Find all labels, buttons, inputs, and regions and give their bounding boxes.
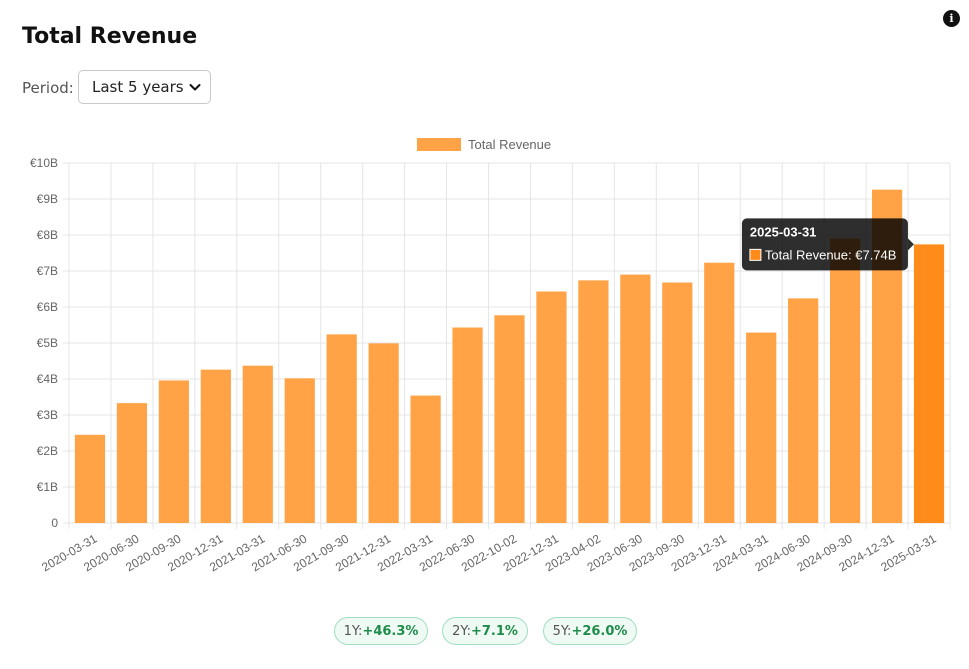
bar: [830, 238, 861, 523]
bar: [788, 298, 819, 523]
y-tick-label: 0: [51, 516, 58, 530]
y-tick-label: €3B: [37, 408, 58, 422]
bar: [200, 369, 231, 523]
tooltip-box: [741, 218, 908, 271]
y-tick-label: €4B: [37, 372, 58, 386]
bar: [410, 395, 441, 523]
bar: [452, 327, 483, 523]
growth-period: 5Y:: [552, 623, 572, 639]
bar: [746, 332, 777, 523]
growth-period: 2Y:: [452, 623, 471, 639]
period-label: Period:: [22, 79, 74, 97]
growth-pill-1y: 1Y: +46.3%: [334, 617, 428, 645]
page-title: Total Revenue: [22, 24, 198, 49]
y-tick-label: €8B: [37, 228, 58, 242]
bar: [704, 262, 735, 523]
y-tick-label: €2B: [37, 444, 58, 458]
bar: [913, 244, 945, 524]
tooltip-title: 2025-03-31: [750, 224, 817, 239]
legend-swatch: [417, 138, 461, 151]
y-tick-label: €5B: [37, 336, 58, 350]
growth-pill-2y: 2Y: +7.1%: [442, 617, 528, 645]
bar: [74, 434, 106, 523]
revenue-bar-chart: 0€1B€2B€3B€4B€5B€6B€7B€8B€9B€10B2020-03-…: [30, 137, 951, 574]
info-icon[interactable]: i: [943, 10, 960, 27]
y-tick-label: €7B: [37, 264, 58, 278]
growth-value: +7.1%: [470, 623, 518, 639]
bar: [368, 343, 399, 523]
bar: [242, 365, 273, 523]
growth-period: 1Y:: [343, 623, 363, 639]
legend-label: Total Revenue: [468, 137, 551, 152]
bar: [284, 378, 315, 523]
chevron-down-icon: [189, 84, 201, 91]
y-tick-label: €1B: [37, 480, 58, 494]
bar: [494, 315, 525, 523]
tooltip-swatch: [749, 248, 762, 261]
growth-value: +46.3%: [362, 623, 419, 639]
growth-value: +26.0%: [571, 623, 628, 639]
period-select[interactable]: Last 5 years: [78, 70, 211, 104]
bar: [116, 403, 148, 523]
y-tick-label: €6B: [37, 300, 58, 314]
tooltip-caret: [907, 238, 914, 251]
growth-pill-5y: 5Y: +26.0%: [543, 617, 637, 645]
bar: [158, 380, 189, 523]
bar: [578, 280, 609, 523]
period-select-value: Last 5 years: [92, 78, 184, 96]
bar: [536, 291, 567, 523]
y-tick-label: €9B: [37, 192, 58, 206]
tooltip-label: Total Revenue: €7.74B: [765, 247, 897, 262]
bar: [662, 282, 693, 523]
y-tick-label: €10B: [30, 156, 58, 170]
bar: [620, 274, 651, 523]
bar: [326, 334, 357, 523]
